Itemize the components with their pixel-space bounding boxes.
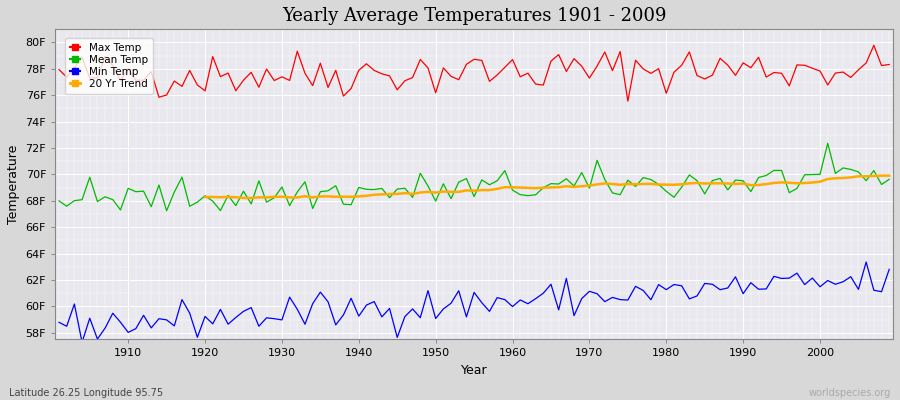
Title: Yearly Average Temperatures 1901 - 2009: Yearly Average Temperatures 1901 - 2009 [282, 7, 666, 25]
Legend: Max Temp, Mean Temp, Min Temp, 20 Yr Trend: Max Temp, Mean Temp, Min Temp, 20 Yr Tre… [65, 38, 153, 94]
Text: worldspecies.org: worldspecies.org [809, 388, 891, 398]
X-axis label: Year: Year [461, 364, 488, 377]
Text: Latitude 26.25 Longitude 95.75: Latitude 26.25 Longitude 95.75 [9, 388, 163, 398]
Y-axis label: Temperature: Temperature [7, 145, 20, 224]
